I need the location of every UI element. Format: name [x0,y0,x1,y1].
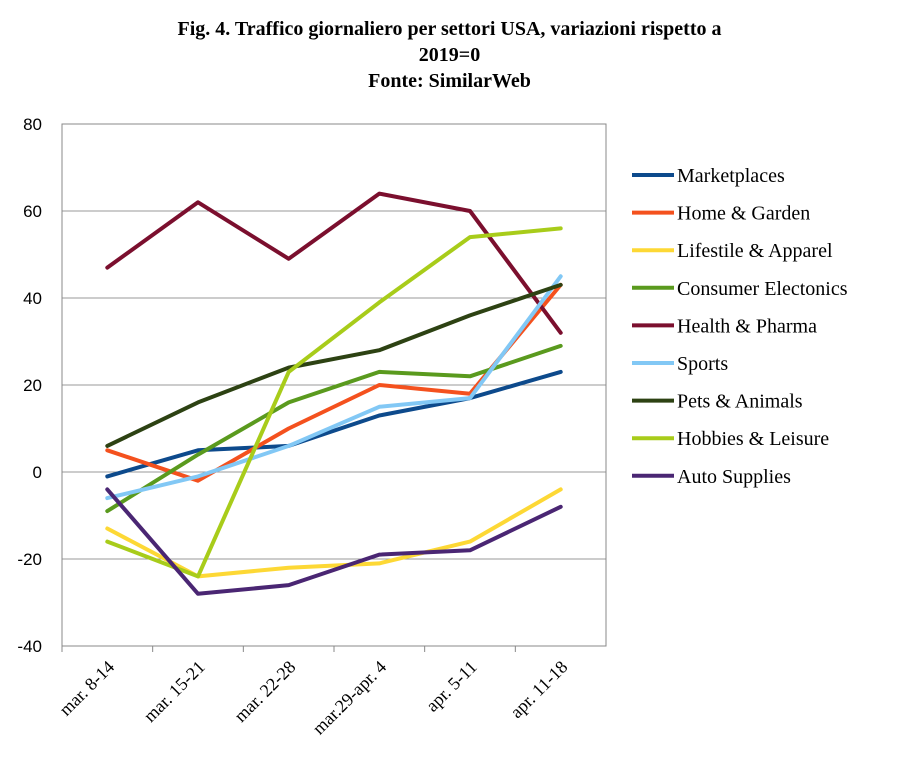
legend-item: Consumer Electonics [632,278,848,300]
series-line [105,369,563,479]
legend-label: Sports [677,353,728,375]
legend-label: Hobbies & Leisure [677,428,829,450]
series-line [105,487,563,596]
y-tick-label: 60 [23,202,42,221]
y-axis: -40 -20 0 20 40 60 80 [17,115,42,656]
legend-label: Consumer Electonics [677,278,848,300]
legend-label: Health & Pharma [677,315,817,337]
y-tick-label: -40 [17,637,42,656]
legend-label: Home & Garden [677,203,810,225]
y-tick-label: 20 [23,376,42,395]
legend-item: Home & Garden [632,203,810,225]
legend-item: Pets & Animals [632,391,803,413]
legend-label: Pets & Animals [677,391,803,413]
legend-item: Auto Supplies [632,466,791,488]
legend-label: Auto Supplies [677,466,791,488]
x-axis: mar. 8-14 mar. 15-21 mar. 22-28 mar.29-apr.… [55,646,571,738]
legend-item: Marketplaces [632,165,785,187]
series-line [105,226,563,579]
x-tick-label: mar. 15-21 [140,657,209,726]
legend: Marketplaces Home & Garden Lifestile & App… [632,165,848,488]
series-line [105,274,563,501]
x-tick-label: apr. 5-11 [422,657,481,716]
title-line-3: Fonte: SimilarWeb [368,70,531,92]
series-lines [105,191,563,596]
x-tick-label: mar.29-apr. 4 [309,657,391,739]
y-tick-label: 80 [23,115,42,134]
legend-item: Sports [632,353,728,375]
x-tick-label: mar. 22-28 [230,657,299,726]
x-tick-label: apr. 11-18 [506,657,571,722]
y-tick-label: 40 [23,289,42,308]
legend-item: Lifestile & Apparel [632,240,833,262]
chart-title: Fig. 4. Traffico giornaliero per settori… [0,16,899,94]
series-line [105,191,563,335]
title-line-2: 2019=0 [418,44,481,66]
legend-item: Health & Pharma [632,315,817,337]
title-line-1: Fig. 4. Traffico giornaliero per settori… [177,18,722,40]
legend-label: Lifestile & Apparel [677,240,833,262]
legend-item: Hobbies & Leisure [632,428,829,450]
series-line [105,282,563,483]
series-line [105,487,563,579]
series-line [105,282,563,448]
y-tick-label: -20 [17,550,42,569]
gridlines [62,123,606,647]
series-line [105,343,563,514]
x-tick-label: mar. 8-14 [55,657,118,720]
y-tick-label: 0 [33,463,42,482]
legend-label: Marketplaces [677,165,785,187]
